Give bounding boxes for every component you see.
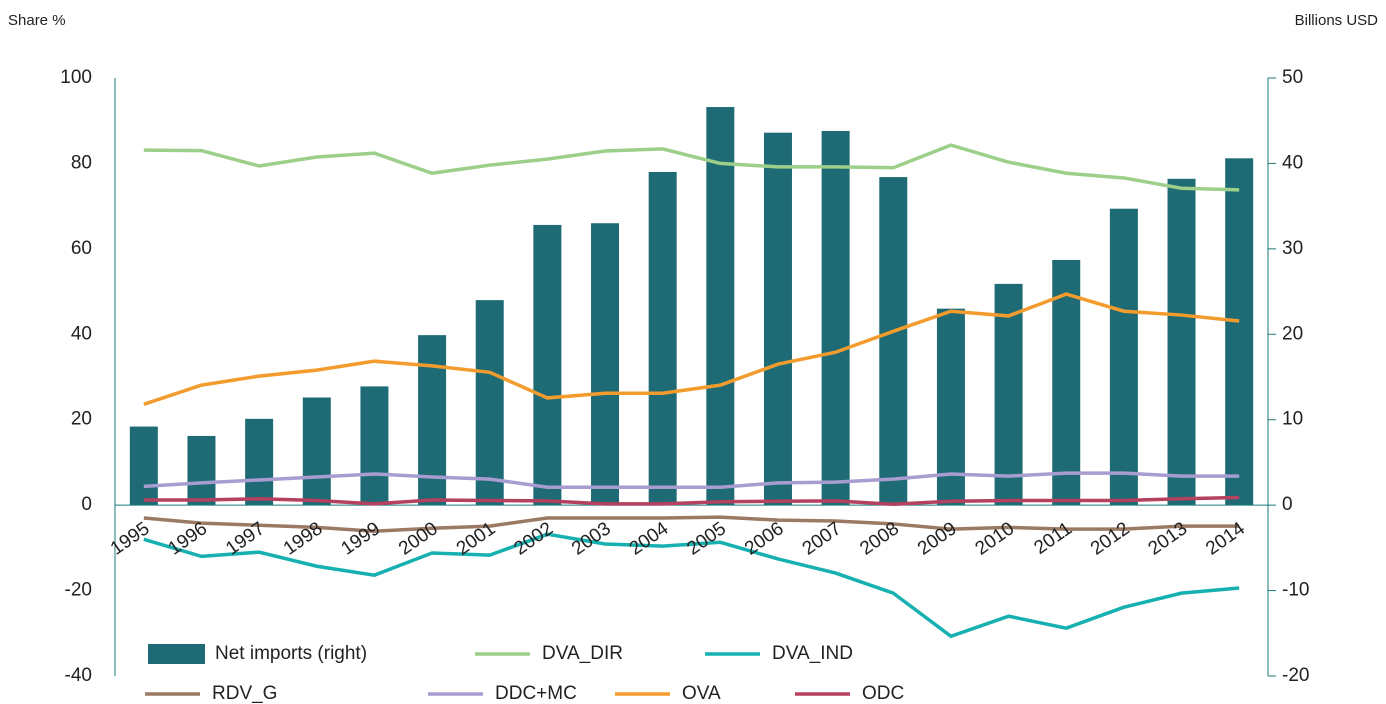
bar [648,171,677,506]
y-tick-label: -20 [65,580,92,601]
x-tick-label: 2012 [1087,518,1134,559]
x-tick-label: 2003 [568,518,615,559]
y2-tick-label: 50 [1282,67,1303,88]
y2-tick-label: -20 [1282,665,1309,686]
x-tick-label: 2014 [1202,518,1249,560]
y2-axis-label: Billions USD [1295,12,1379,29]
legend-label: DVA_IND [772,643,853,664]
bar [302,397,331,506]
bar [591,223,620,506]
bar [763,132,792,506]
legend-label: DVA_DIR [542,643,623,664]
line-series [143,143,1240,192]
bar [533,224,562,506]
x-tick-label: 2005 [683,518,730,559]
legend-label: Net imports (right) [215,643,367,664]
legend-label: RDV_G [212,683,277,704]
line-series [143,532,1240,639]
x-tick-label: 2002 [510,518,557,559]
y2-tick-label: 0 [1282,494,1293,515]
bar [1052,259,1081,506]
y2-tick-label: 20 [1282,323,1303,344]
bar [245,418,274,506]
y-tick-label: 60 [71,238,92,259]
legend-label: DDC+MC [495,683,577,704]
legend-label: ODC [862,683,904,704]
line-series [143,495,1240,507]
bar [1109,208,1138,506]
bar [475,300,504,506]
bar [360,386,389,506]
y-tick-label: -40 [65,665,92,686]
x-tick-label: 2004 [626,518,673,560]
bar [1225,158,1254,506]
y-tick-label: 80 [71,152,92,173]
x-tick-label: 2010 [972,518,1019,559]
y-tick-label: 0 [81,494,92,515]
bar [418,335,447,506]
bar [821,130,850,506]
legend-label: OVA [682,683,721,704]
bar [706,107,735,506]
y-tick-label: 20 [71,409,92,430]
line-series [143,515,1240,533]
line-series [143,471,1240,489]
bar [994,283,1023,506]
bar [129,426,158,506]
y2-tick-label: 40 [1282,152,1303,173]
y2-tick-label: 30 [1282,238,1303,259]
y-tick-label: 100 [60,67,92,88]
x-tick-label: 1995 [107,518,154,559]
y2-tick-label: -10 [1282,580,1309,601]
x-tick-label: 1999 [337,518,384,559]
legend-swatch [148,644,205,664]
bar [1167,178,1196,506]
x-tick-label: 2007 [799,518,846,559]
bar [187,435,216,506]
y-axis-label: Share % [8,12,66,29]
x-tick-label: 1998 [280,518,327,559]
x-tick-label: 2009 [914,518,961,559]
line-series [143,292,1240,406]
x-tick-label: 2011 [1030,518,1076,559]
y2-tick-label: 10 [1282,409,1303,430]
y-tick-label: 40 [71,323,92,344]
bar [879,177,908,506]
